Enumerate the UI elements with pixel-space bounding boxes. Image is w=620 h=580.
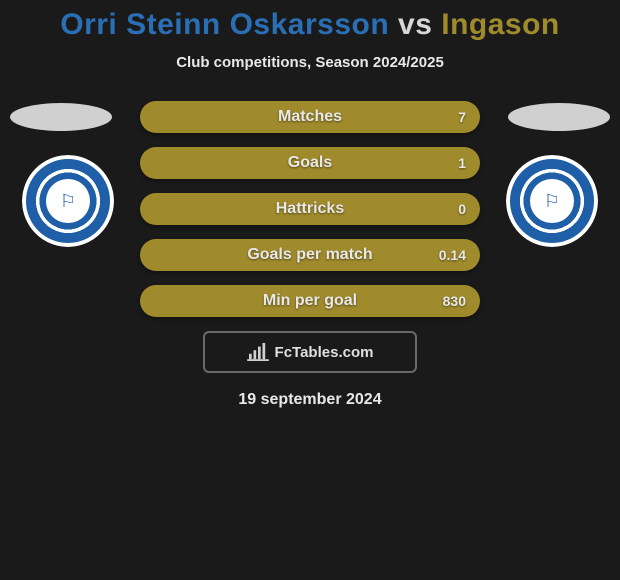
club-crest-icon: ⚐ xyxy=(544,192,560,210)
stat-bar-hattricks: Hattricks0 xyxy=(140,193,480,225)
player2-club-badge: ⚐ xyxy=(506,155,598,247)
stat-value-right: 7 xyxy=(458,101,466,133)
player1-avatar xyxy=(10,103,112,131)
chart-icon xyxy=(247,343,269,361)
attribution-text: FcTables.com xyxy=(275,344,374,361)
stat-value-right: 0.14 xyxy=(439,239,466,271)
player1-name: Orri Steinn Oskarsson xyxy=(60,8,389,41)
page-title: Orri Steinn Oskarsson vs Ingason xyxy=(0,0,620,42)
stat-label: Min per goal xyxy=(140,285,480,317)
date-text: 19 september 2024 xyxy=(0,391,620,409)
stat-value-right: 1 xyxy=(458,147,466,179)
attribution-badge: FcTables.com xyxy=(203,331,417,373)
stat-label: Matches xyxy=(140,101,480,133)
stat-bar-min-per-goal: Min per goal830 xyxy=(140,285,480,317)
stat-value-right: 830 xyxy=(443,285,466,317)
player2-avatar xyxy=(508,103,610,131)
stat-bars: Matches7Goals1Hattricks0Goals per match0… xyxy=(140,101,480,317)
vs-text: vs xyxy=(398,8,441,41)
stat-bar-goals-per-match: Goals per match0.14 xyxy=(140,239,480,271)
stat-label: Goals xyxy=(140,147,480,179)
comparison-area: ⚐ ⚐ Matches7 Goals1 Hattricks0 Goals per ma… xyxy=(0,101,620,317)
stat-label: Hattricks xyxy=(140,193,480,225)
stat-bar-goals: Goals1 xyxy=(140,147,480,179)
stat-bar-matches: Matches7 xyxy=(140,101,480,133)
player2-name: Ingason xyxy=(441,8,560,41)
player1-club-badge: ⚐ xyxy=(22,155,114,247)
stat-label: Goals per match xyxy=(140,239,480,271)
club-crest-icon: ⚐ xyxy=(60,192,76,210)
stat-value-right: 0 xyxy=(458,193,466,225)
subtitle: Club competitions, Season 2024/2025 xyxy=(0,54,620,71)
